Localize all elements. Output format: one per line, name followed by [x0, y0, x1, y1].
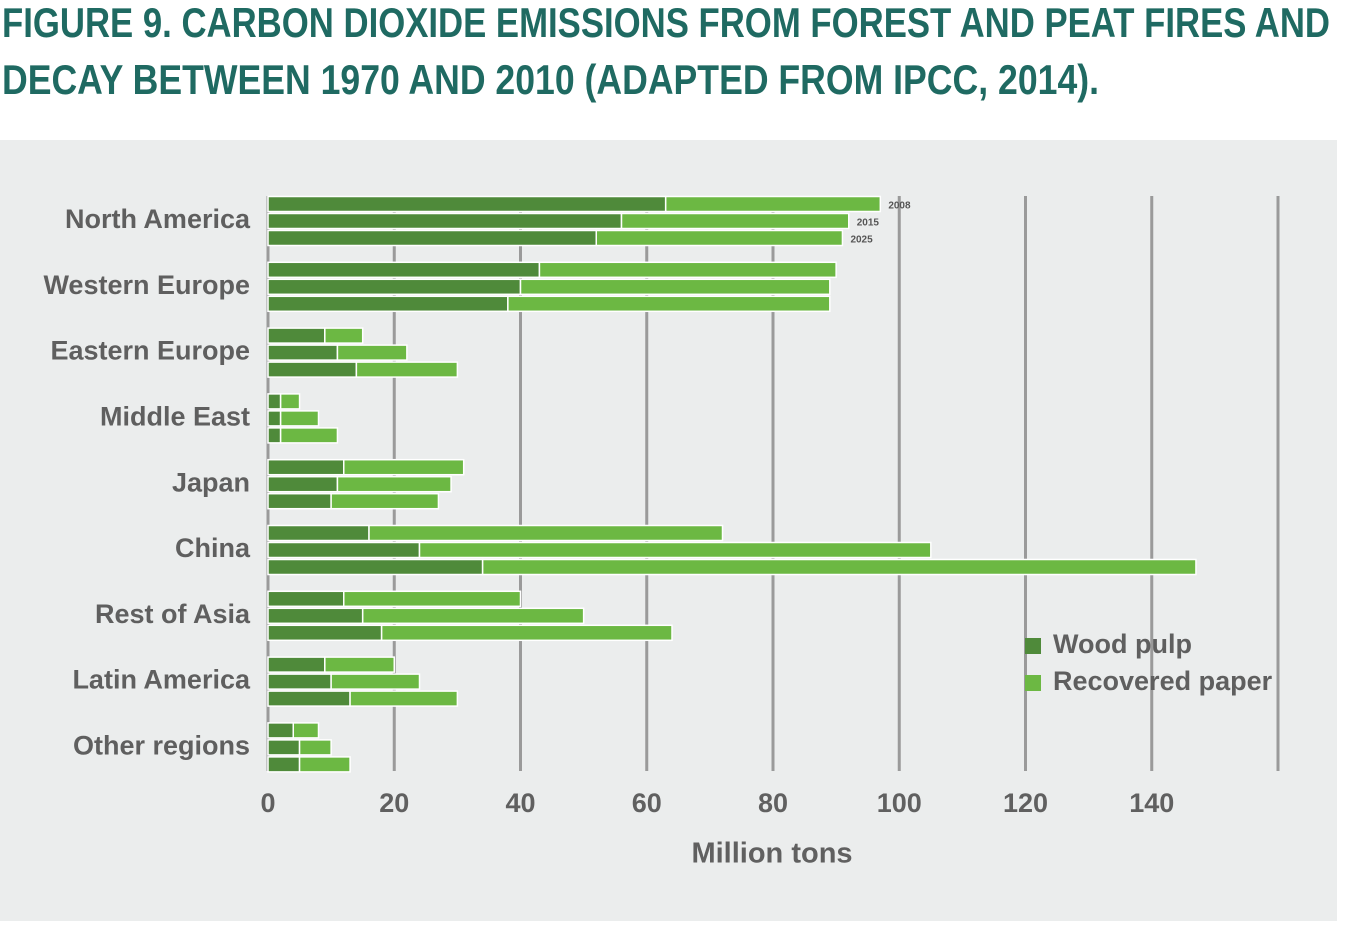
x-tick-label: 40: [505, 788, 535, 818]
x-tick-label: 120: [1003, 788, 1048, 818]
bar-segment: [267, 558, 484, 576]
category-label: Japan: [172, 467, 250, 497]
bar-segment: [336, 344, 408, 361]
category-label: Western Europe: [43, 270, 250, 300]
x-axis-title: Million tons: [691, 838, 852, 870]
bar-segment: [267, 739, 301, 756]
bar-segment: [330, 492, 440, 510]
bar-segment: [267, 475, 339, 493]
bar-segment: [267, 624, 383, 642]
legend-label: Recovered paper: [1053, 666, 1273, 696]
bar-segment: [267, 656, 326, 673]
bar-segment: [267, 492, 332, 510]
bar-segment: [267, 756, 301, 773]
bar-segment: [279, 427, 339, 444]
category-label: Latin America: [72, 665, 251, 695]
bar-segment: [361, 607, 585, 625]
bar-segment: [267, 607, 364, 625]
bar-segment: [267, 590, 345, 608]
bar-segment: [267, 690, 351, 707]
x-tick-label: 60: [632, 788, 662, 818]
bar-segment: [267, 195, 667, 213]
bar-segment: [330, 673, 421, 690]
bar-segment: [267, 229, 597, 247]
category-label: Other regions: [73, 731, 250, 761]
bar-segment: [267, 722, 294, 739]
bar-segment: [664, 195, 882, 213]
bar-segment: [267, 393, 282, 410]
bar-segment: [336, 475, 452, 493]
bar-segment: [349, 690, 459, 707]
bar-segment: [418, 541, 932, 559]
chart-title: DECAY BETWEEN 1970 AND 2010 (ADAPTED FRO…: [2, 56, 1099, 103]
bar-segment: [380, 624, 673, 642]
bar-segment: [292, 722, 320, 739]
bar-segment: [355, 361, 459, 378]
legend-swatch: [1025, 638, 1041, 654]
bar-segment: [267, 212, 623, 230]
chart-title: FIGURE 9. CARBON DIOXIDE EMISSIONS FROM …: [2, 0, 1330, 46]
bar-segment: [279, 393, 301, 410]
x-tick-label: 100: [877, 788, 922, 818]
x-tick-label: 140: [1129, 788, 1174, 818]
bar-segment: [267, 361, 358, 378]
bar-segment: [267, 541, 421, 559]
bar-segment: [507, 295, 831, 313]
category-label: Rest of Asia: [95, 599, 251, 629]
bar-segment: [267, 261, 541, 279]
bar-segment: [267, 278, 522, 296]
bar-segment: [519, 278, 831, 296]
bar-segment: [343, 458, 465, 476]
bar-segment: [343, 590, 522, 608]
bar-segment: [267, 458, 345, 476]
x-tick-label: 20: [379, 788, 409, 818]
bar-segment: [267, 327, 326, 344]
category-label: North America: [65, 204, 251, 234]
category-label: Eastern Europe: [50, 336, 250, 366]
year-label: 2025: [850, 235, 873, 246]
x-tick-label: 0: [260, 788, 275, 818]
year-label: 2015: [857, 218, 880, 229]
bar-segment: [267, 295, 509, 313]
bar-segment: [298, 739, 332, 756]
bar-segment: [538, 261, 837, 279]
bar-segment: [267, 673, 332, 690]
bar-segment: [267, 524, 370, 542]
bar-segment: [620, 212, 850, 230]
bar-segment: [481, 558, 1197, 576]
bar-segment: [595, 229, 844, 247]
category-label: Middle East: [100, 402, 250, 432]
category-label: China: [175, 533, 251, 563]
bar-segment: [298, 756, 351, 773]
bar-segment: [324, 656, 395, 673]
bar-segment: [267, 410, 282, 427]
bar-segment: [368, 524, 724, 542]
bar-segment: [267, 344, 339, 361]
bar-segment: [324, 327, 364, 344]
year-label: 2008: [888, 201, 911, 212]
legend-label: Wood pulp: [1053, 629, 1192, 659]
legend-swatch: [1025, 675, 1041, 691]
bar-segment: [279, 410, 320, 427]
bar-segment: [267, 427, 282, 444]
x-tick-label: 80: [758, 788, 788, 818]
